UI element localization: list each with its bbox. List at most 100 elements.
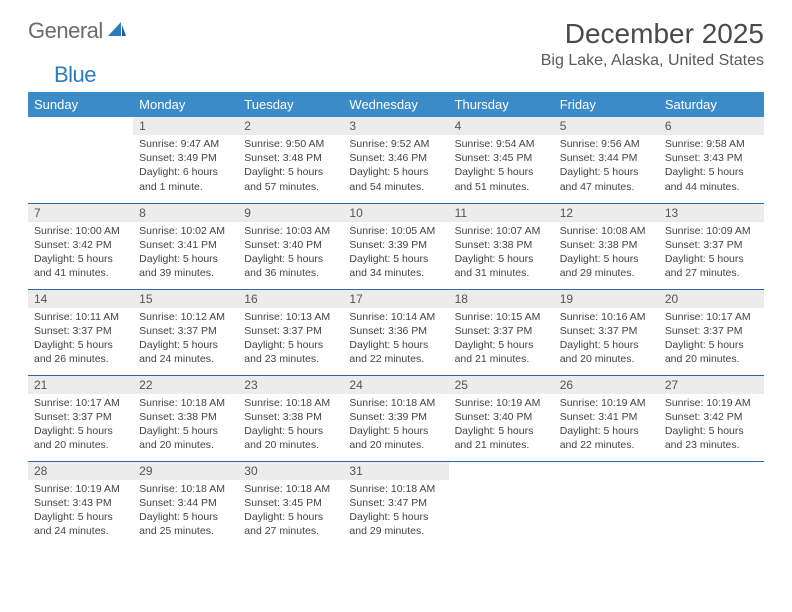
day-number: 18 (449, 290, 554, 308)
day-number: 31 (343, 462, 448, 480)
sunrise-text: Sunrise: 9:47 AM (139, 137, 232, 151)
sunset-text: Sunset: 3:39 PM (349, 410, 442, 424)
sunset-text: Sunset: 3:40 PM (455, 410, 548, 424)
sunset-text: Sunset: 3:48 PM (244, 151, 337, 165)
calendar-row: 28Sunrise: 10:19 AMSunset: 3:43 PMDaylig… (28, 461, 764, 547)
sunrise-text: Sunrise: 10:05 AM (349, 224, 442, 238)
sunrise-text: Sunrise: 10:19 AM (665, 396, 758, 410)
daylight-text: Daylight: 5 hours and 34 minutes. (349, 252, 442, 280)
sunrise-text: Sunrise: 10:02 AM (139, 224, 232, 238)
daylight-text: Daylight: 5 hours and 29 minutes. (349, 510, 442, 538)
day-body: Sunrise: 10:08 AMSunset: 3:38 PMDaylight… (554, 222, 659, 285)
daylight-text: Daylight: 5 hours and 27 minutes. (665, 252, 758, 280)
sunset-text: Sunset: 3:45 PM (244, 496, 337, 510)
calendar-cell: 5Sunrise: 9:56 AMSunset: 3:44 PMDaylight… (554, 117, 659, 203)
day-number: 13 (659, 204, 764, 222)
sunrise-text: Sunrise: 10:08 AM (560, 224, 653, 238)
calendar-cell: 17Sunrise: 10:14 AMSunset: 3:36 PMDaylig… (343, 289, 448, 375)
weekday-header: Wednesday (343, 92, 448, 117)
sunset-text: Sunset: 3:41 PM (560, 410, 653, 424)
sunrise-text: Sunrise: 10:19 AM (455, 396, 548, 410)
sunrise-text: Sunrise: 9:58 AM (665, 137, 758, 151)
day-body: Sunrise: 10:19 AMSunset: 3:43 PMDaylight… (28, 480, 133, 543)
calendar-cell (449, 461, 554, 547)
calendar-cell: 31Sunrise: 10:18 AMSunset: 3:47 PMDaylig… (343, 461, 448, 547)
daylight-text: Daylight: 5 hours and 22 minutes. (560, 424, 653, 452)
calendar-cell (554, 461, 659, 547)
calendar-row: 14Sunrise: 10:11 AMSunset: 3:37 PMDaylig… (28, 289, 764, 375)
sunset-text: Sunset: 3:38 PM (139, 410, 232, 424)
day-body: Sunrise: 10:14 AMSunset: 3:36 PMDaylight… (343, 308, 448, 371)
day-body: Sunrise: 10:09 AMSunset: 3:37 PMDaylight… (659, 222, 764, 285)
weekday-header: Friday (554, 92, 659, 117)
daylight-text: Daylight: 5 hours and 24 minutes. (139, 338, 232, 366)
day-body: Sunrise: 10:18 AMSunset: 3:47 PMDaylight… (343, 480, 448, 543)
calendar-cell: 25Sunrise: 10:19 AMSunset: 3:40 PMDaylig… (449, 375, 554, 461)
calendar-cell: 1Sunrise: 9:47 AMSunset: 3:49 PMDaylight… (133, 117, 238, 203)
calendar-row: 1Sunrise: 9:47 AMSunset: 3:49 PMDaylight… (28, 117, 764, 203)
daylight-text: Daylight: 5 hours and 54 minutes. (349, 165, 442, 193)
weekday-header: Saturday (659, 92, 764, 117)
calendar-cell (659, 461, 764, 547)
day-body: Sunrise: 10:18 AMSunset: 3:45 PMDaylight… (238, 480, 343, 543)
day-body (449, 480, 554, 486)
weekday-header: Monday (133, 92, 238, 117)
daylight-text: Daylight: 5 hours and 47 minutes. (560, 165, 653, 193)
day-body: Sunrise: 10:18 AMSunset: 3:38 PMDaylight… (238, 394, 343, 457)
day-body: Sunrise: 10:19 AMSunset: 3:40 PMDaylight… (449, 394, 554, 457)
sunset-text: Sunset: 3:44 PM (560, 151, 653, 165)
calendar-cell: 15Sunrise: 10:12 AMSunset: 3:37 PMDaylig… (133, 289, 238, 375)
calendar-cell: 12Sunrise: 10:08 AMSunset: 3:38 PMDaylig… (554, 203, 659, 289)
day-body: Sunrise: 10:05 AMSunset: 3:39 PMDaylight… (343, 222, 448, 285)
sunset-text: Sunset: 3:37 PM (665, 324, 758, 338)
calendar-cell: 18Sunrise: 10:15 AMSunset: 3:37 PMDaylig… (449, 289, 554, 375)
calendar-cell: 13Sunrise: 10:09 AMSunset: 3:37 PMDaylig… (659, 203, 764, 289)
day-body: Sunrise: 9:50 AMSunset: 3:48 PMDaylight:… (238, 135, 343, 198)
sunset-text: Sunset: 3:36 PM (349, 324, 442, 338)
daylight-text: Daylight: 5 hours and 24 minutes. (34, 510, 127, 538)
month-title: December 2025 (541, 18, 764, 50)
day-body: Sunrise: 10:19 AMSunset: 3:42 PMDaylight… (659, 394, 764, 457)
day-number: 3 (343, 117, 448, 135)
daylight-text: Daylight: 6 hours and 1 minute. (139, 165, 232, 193)
calendar-cell: 7Sunrise: 10:00 AMSunset: 3:42 PMDayligh… (28, 203, 133, 289)
daylight-text: Daylight: 5 hours and 20 minutes. (244, 424, 337, 452)
sunrise-text: Sunrise: 10:18 AM (139, 482, 232, 496)
daylight-text: Daylight: 5 hours and 23 minutes. (665, 424, 758, 452)
day-number: 22 (133, 376, 238, 394)
sunrise-text: Sunrise: 10:00 AM (34, 224, 127, 238)
calendar-cell: 4Sunrise: 9:54 AMSunset: 3:45 PMDaylight… (449, 117, 554, 203)
daylight-text: Daylight: 5 hours and 36 minutes. (244, 252, 337, 280)
sunrise-text: Sunrise: 10:03 AM (244, 224, 337, 238)
daylight-text: Daylight: 5 hours and 26 minutes. (34, 338, 127, 366)
calendar-cell: 11Sunrise: 10:07 AMSunset: 3:38 PMDaylig… (449, 203, 554, 289)
day-body: Sunrise: 10:17 AMSunset: 3:37 PMDaylight… (28, 394, 133, 457)
weekday-header: Sunday (28, 92, 133, 117)
sunset-text: Sunset: 3:38 PM (455, 238, 548, 252)
calendar-cell: 29Sunrise: 10:18 AMSunset: 3:44 PMDaylig… (133, 461, 238, 547)
calendar-cell (28, 117, 133, 203)
sunrise-text: Sunrise: 10:19 AM (34, 482, 127, 496)
sunrise-text: Sunrise: 10:11 AM (34, 310, 127, 324)
sunset-text: Sunset: 3:49 PM (139, 151, 232, 165)
calendar-cell: 28Sunrise: 10:19 AMSunset: 3:43 PMDaylig… (28, 461, 133, 547)
day-number: 20 (659, 290, 764, 308)
day-number: 6 (659, 117, 764, 135)
logo-text-blue: Blue (54, 62, 96, 87)
sunrise-text: Sunrise: 10:16 AM (560, 310, 653, 324)
day-number: 21 (28, 376, 133, 394)
day-number: 16 (238, 290, 343, 308)
day-number: 23 (238, 376, 343, 394)
calendar-cell: 10Sunrise: 10:05 AMSunset: 3:39 PMDaylig… (343, 203, 448, 289)
day-number: 9 (238, 204, 343, 222)
sunrise-text: Sunrise: 9:50 AM (244, 137, 337, 151)
sunset-text: Sunset: 3:38 PM (244, 410, 337, 424)
calendar-row: 7Sunrise: 10:00 AMSunset: 3:42 PMDayligh… (28, 203, 764, 289)
sunrise-text: Sunrise: 10:13 AM (244, 310, 337, 324)
calendar-cell: 22Sunrise: 10:18 AMSunset: 3:38 PMDaylig… (133, 375, 238, 461)
sunrise-text: Sunrise: 10:18 AM (244, 482, 337, 496)
calendar-cell: 19Sunrise: 10:16 AMSunset: 3:37 PMDaylig… (554, 289, 659, 375)
day-body: Sunrise: 10:00 AMSunset: 3:42 PMDaylight… (28, 222, 133, 285)
calendar-cell: 26Sunrise: 10:19 AMSunset: 3:41 PMDaylig… (554, 375, 659, 461)
day-body: Sunrise: 10:18 AMSunset: 3:38 PMDaylight… (133, 394, 238, 457)
